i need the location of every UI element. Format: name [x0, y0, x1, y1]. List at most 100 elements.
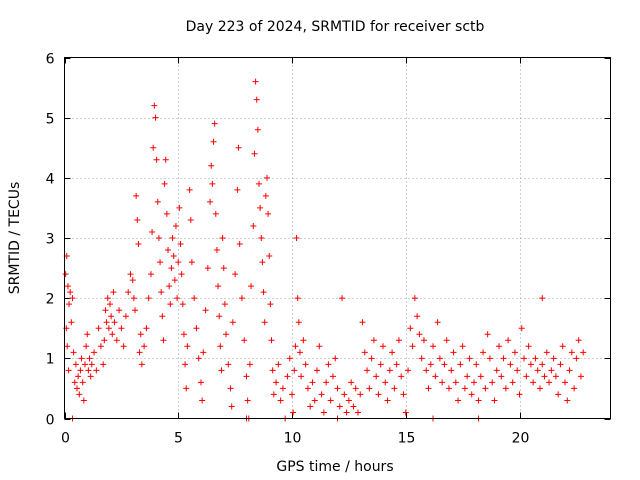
data-point — [88, 361, 95, 368]
data-point — [168, 265, 175, 272]
data-point — [91, 349, 98, 356]
data-point — [251, 150, 258, 157]
data-point — [80, 397, 87, 404]
data-point — [302, 361, 309, 368]
data-point — [69, 295, 76, 302]
data-point — [286, 355, 293, 362]
data-point — [172, 222, 179, 229]
data-point — [85, 367, 92, 374]
data-point — [375, 391, 382, 398]
data-point — [163, 210, 170, 217]
data-point — [108, 313, 115, 320]
data-point — [220, 265, 227, 272]
data-point — [129, 277, 136, 284]
data-point — [416, 331, 423, 338]
data-point — [218, 367, 225, 374]
data-point — [258, 235, 265, 241]
data-point — [534, 367, 541, 374]
data-point — [175, 259, 182, 266]
data-point — [466, 355, 473, 362]
data-point — [265, 210, 272, 217]
data-point — [71, 379, 78, 386]
data-point — [212, 210, 219, 217]
data-point — [261, 319, 268, 326]
data-point — [304, 385, 311, 392]
data-point — [83, 343, 90, 350]
data-point — [348, 379, 355, 386]
data-point — [336, 403, 343, 410]
data-point — [461, 385, 468, 392]
data-point — [135, 241, 142, 248]
data-point — [575, 337, 582, 344]
data-point — [384, 397, 391, 404]
data-point — [259, 259, 266, 266]
data-point — [359, 319, 366, 326]
data-point — [382, 379, 389, 386]
data-point — [314, 367, 321, 374]
data-point — [284, 373, 291, 380]
data-point — [79, 379, 86, 386]
x-tick-label: 0 — [61, 431, 70, 447]
data-point — [548, 367, 555, 374]
data-point — [84, 331, 91, 338]
data-point — [95, 325, 102, 332]
x-tick-label: 5 — [174, 431, 183, 447]
data-point — [541, 373, 548, 380]
data-point — [400, 391, 407, 398]
data-point — [158, 289, 165, 296]
data-point — [202, 307, 209, 314]
data-point — [66, 301, 73, 308]
data-point — [221, 301, 228, 308]
data-point — [434, 319, 441, 326]
data-point — [78, 355, 85, 362]
data-point — [370, 337, 377, 344]
data-point — [518, 325, 525, 332]
data-point — [213, 247, 220, 254]
data-point — [502, 385, 509, 392]
data-point — [159, 313, 166, 320]
data-point — [162, 156, 169, 163]
data-point — [423, 367, 430, 374]
data-point — [75, 373, 82, 380]
data-point — [320, 409, 327, 416]
data-point — [238, 295, 245, 302]
data-point — [550, 355, 557, 362]
data-point — [138, 361, 145, 368]
data-point — [329, 373, 336, 380]
data-point — [430, 343, 437, 350]
data-point — [361, 349, 368, 356]
data-point — [176, 204, 183, 211]
data-point — [414, 313, 421, 320]
data-point — [67, 289, 74, 296]
data-point — [405, 367, 412, 374]
data-point — [443, 337, 450, 344]
data-point — [457, 361, 464, 368]
data-point — [341, 391, 348, 398]
data-point — [525, 343, 532, 350]
data-point — [425, 385, 432, 392]
data-point — [64, 283, 71, 290]
data-point — [532, 355, 539, 362]
data-point — [86, 355, 93, 362]
data-point — [141, 343, 148, 350]
data-point — [477, 373, 484, 380]
data-point — [74, 385, 81, 392]
data-point — [564, 397, 571, 404]
data-point — [219, 235, 226, 241]
data-point — [273, 379, 280, 386]
data-point — [307, 403, 314, 410]
y-tick-label: 3 — [46, 232, 55, 248]
data-point — [577, 373, 584, 380]
data-point — [143, 325, 150, 332]
x-tick-label: 20 — [512, 431, 530, 447]
data-point — [120, 343, 127, 350]
data-point — [266, 253, 273, 260]
data-point — [103, 319, 110, 326]
data-point — [411, 295, 418, 302]
data-point — [177, 241, 184, 248]
data-point — [311, 397, 318, 404]
data-point — [439, 379, 446, 386]
data-point — [468, 391, 475, 398]
data-point — [228, 403, 235, 410]
